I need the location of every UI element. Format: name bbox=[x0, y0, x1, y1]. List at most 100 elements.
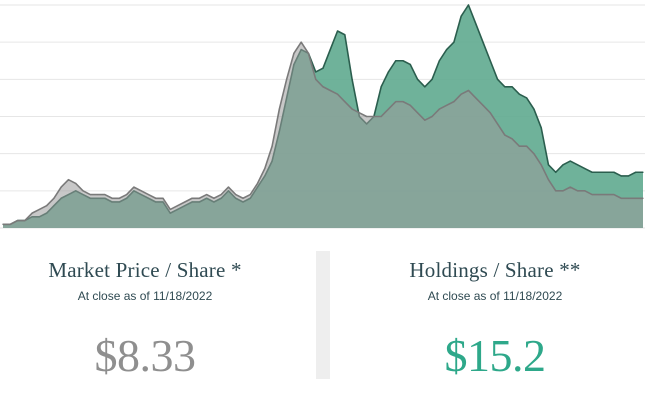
market-point bbox=[140, 190, 142, 192]
holdings-point bbox=[351, 78, 353, 80]
market-point bbox=[82, 190, 84, 192]
market-point bbox=[620, 197, 622, 199]
market-point bbox=[126, 193, 128, 196]
market-point bbox=[293, 52, 295, 54]
market-point bbox=[155, 197, 157, 199]
holdings-point bbox=[642, 171, 644, 173]
market-point bbox=[380, 115, 382, 118]
market-point bbox=[460, 93, 462, 95]
market-point bbox=[416, 112, 419, 114]
market-point bbox=[111, 197, 113, 199]
market-point bbox=[489, 112, 491, 114]
holdings-point bbox=[504, 86, 506, 88]
market-point bbox=[271, 145, 273, 147]
holdings-point bbox=[540, 127, 542, 129]
holdings-point bbox=[329, 49, 331, 51]
market-point bbox=[191, 197, 193, 199]
market-point bbox=[351, 108, 353, 110]
holdings-point bbox=[446, 49, 448, 51]
market-point bbox=[9, 223, 11, 225]
holdings-point bbox=[562, 164, 564, 166]
panel-divider bbox=[316, 251, 330, 379]
market-point bbox=[562, 190, 564, 192]
market-price-date: At close as of 11/18/2022 bbox=[77, 289, 213, 303]
price-chart-svg bbox=[0, 4, 645, 229]
holdings-point bbox=[518, 93, 520, 95]
market-point bbox=[38, 208, 40, 211]
market-point bbox=[322, 86, 324, 88]
price-chart bbox=[0, 4, 645, 229]
market-point bbox=[213, 197, 215, 199]
market-point bbox=[300, 41, 302, 43]
holdings-point bbox=[482, 41, 484, 43]
market-point bbox=[475, 97, 477, 99]
market-point bbox=[147, 193, 150, 196]
holdings-point bbox=[526, 97, 528, 99]
holdings-point bbox=[438, 60, 440, 62]
market-point bbox=[598, 193, 600, 196]
market-point bbox=[395, 101, 397, 103]
market-point bbox=[358, 112, 360, 114]
holdings-point bbox=[576, 164, 579, 166]
holdings-point bbox=[460, 15, 462, 17]
series-layer bbox=[2, 4, 644, 228]
market-point bbox=[613, 193, 615, 196]
market-point bbox=[627, 197, 630, 199]
market-point bbox=[336, 93, 339, 95]
holdings-point bbox=[453, 41, 455, 43]
market-point bbox=[176, 205, 179, 207]
market-point bbox=[46, 205, 48, 207]
market-point bbox=[591, 193, 593, 196]
market-point bbox=[453, 101, 455, 103]
market-point bbox=[286, 78, 288, 80]
holdings-point bbox=[409, 63, 411, 66]
market-point bbox=[307, 52, 310, 54]
holdings-point bbox=[591, 171, 593, 173]
holdings-point bbox=[635, 171, 637, 173]
market-area bbox=[3, 42, 643, 228]
market-point bbox=[315, 78, 317, 80]
holdings-point bbox=[613, 171, 615, 173]
market-point bbox=[606, 193, 608, 196]
market-price-panel: Market Price / Share * At close as of 11… bbox=[0, 250, 290, 382]
market-point bbox=[344, 101, 346, 103]
holdings-point bbox=[416, 78, 419, 80]
market-point bbox=[31, 212, 33, 214]
holdings-point bbox=[606, 171, 608, 173]
market-point bbox=[249, 193, 251, 196]
holdings-point bbox=[387, 71, 390, 73]
market-point bbox=[569, 186, 571, 188]
holdings-point bbox=[496, 78, 499, 80]
market-point bbox=[373, 115, 375, 118]
holdings-point bbox=[402, 60, 404, 62]
holdings-point bbox=[598, 171, 600, 173]
market-point bbox=[184, 201, 186, 203]
market-point bbox=[482, 104, 484, 106]
holdings-point bbox=[620, 175, 622, 177]
market-point bbox=[424, 119, 426, 121]
market-price-label: Market Price / Share * bbox=[48, 258, 242, 282]
holdings-point bbox=[489, 60, 491, 62]
market-point bbox=[366, 115, 368, 118]
market-point bbox=[387, 108, 390, 110]
holdings-point bbox=[431, 78, 433, 80]
market-point bbox=[2, 223, 4, 225]
market-point bbox=[576, 190, 579, 192]
market-point bbox=[242, 197, 244, 199]
holdings-point bbox=[322, 67, 324, 69]
market-point bbox=[89, 193, 91, 196]
holdings-point bbox=[547, 164, 550, 166]
market-point bbox=[431, 115, 433, 118]
holdings-point bbox=[533, 108, 535, 110]
market-point bbox=[511, 138, 513, 140]
holdings-point bbox=[584, 167, 586, 170]
holdings-point bbox=[336, 30, 339, 32]
market-price-value: $8.33 bbox=[94, 330, 197, 381]
market-point bbox=[518, 145, 520, 147]
market-point bbox=[584, 190, 586, 192]
holdings-label: Holdings / Share ** bbox=[409, 258, 581, 282]
market-point bbox=[278, 108, 280, 110]
market-point bbox=[409, 104, 411, 106]
market-point bbox=[53, 197, 55, 199]
market-point bbox=[533, 153, 535, 155]
